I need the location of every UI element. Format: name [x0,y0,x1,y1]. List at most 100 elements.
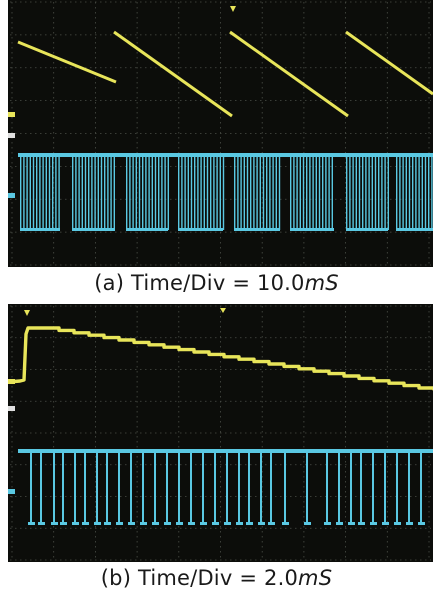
pwm-pulse [368,156,370,230]
pwm-pulse [181,156,183,230]
pwm-pulse-b [420,452,422,524]
pwm-pulse-b [350,452,352,524]
pwm-low-dash-b [72,522,79,525]
pwm-pulse-b [142,452,144,524]
pwm-pulse-b [178,452,180,524]
pwm-low-dash-b [336,522,343,525]
pwm-low-segment [234,228,280,231]
pwm-pulse [197,156,199,230]
pwm-pulse [29,156,31,230]
pwm-pulse [81,156,83,230]
pwm-pulse [378,156,380,230]
pwm-pulse-b [238,452,240,524]
pwm-pulse [32,156,35,230]
pwm-pulse [36,156,38,230]
pwm-low-dash-b [116,522,123,525]
pwm-pulse-b [106,452,108,524]
pwm-low-dash-b [246,522,253,525]
pwm-pulse-b [360,452,362,524]
pwm-pulse [110,156,112,230]
pwm-pulse [84,156,87,230]
pwm-pulse [408,156,411,230]
pwm-pulse [428,156,430,230]
pwm-pulse [200,156,202,230]
pwm-low-dash-b [358,522,365,525]
pwm-pulse-b [384,452,386,524]
pwm-pulse [203,156,205,230]
pwm-pulse [358,156,361,230]
pwm-pulse [178,156,180,230]
pwm-pulse [290,156,292,230]
pwm-pulse [184,156,186,230]
pwm-low-dash-b [268,522,275,525]
pwm-low-dash-b [51,522,58,525]
pwm-low-dash-b [324,522,331,525]
pwm-pulse [158,156,160,230]
pwm-low-dash-b [382,522,389,525]
pwm-pulse-b [53,452,55,524]
pwm-pulse [167,156,169,230]
pwm-low-dash-b [258,522,265,525]
pwm-pulse-b [338,452,340,524]
pwm-pulse-b [154,452,156,524]
pwm-pulse [194,156,196,230]
ch2-ground-marker [8,193,15,198]
pwm-low-dash-b [236,522,243,525]
pwm-pulse [48,156,51,230]
pwm-pulse [266,156,268,230]
pwm-pulse [164,156,166,230]
pwm-pulse [399,156,401,230]
pwm-low-dash-b [188,522,195,525]
caption-b: (b) Time/Div = 2.0mS [0,566,433,590]
ch1-ground-marker-b [8,406,15,411]
pwm-pulse [94,156,96,230]
pwm-pulse [78,156,80,230]
pwm-pulse [151,156,153,230]
pwm-pulse [97,156,99,230]
pwm-pulse [262,156,265,230]
pwm-low-segment [20,228,60,231]
pwm-low-dash-b [140,522,147,525]
trigger-marker-b [24,310,30,316]
pwm-pulse [161,156,163,230]
pwm-pulse-b [326,452,328,524]
pwm-low-dash-b [104,522,111,525]
pwm-pulse [259,156,261,230]
pwm-pulse [365,156,367,230]
pwm-pulse [371,156,373,230]
pwm-pulse [269,156,271,230]
pwm-low-dash-b [224,522,231,525]
pwm-pulse [72,156,74,230]
pwm-pulse [424,156,427,230]
pwm-pulse-b [408,452,410,524]
pwm-pulse [418,156,420,230]
pwm-pulse-b [166,452,168,524]
pwm-pulse-b [130,452,132,524]
pwm-pulse-b [248,452,250,524]
pwm-low-dash-b [282,522,289,525]
pwm-pulse [362,156,364,230]
pwm-pulse [234,156,236,230]
pwm-pulse-b [270,452,272,524]
pwm-pulse [331,156,333,230]
oscilloscope-screen-a [8,0,433,267]
pwm-pulse [402,156,404,230]
pwm-pulse [237,156,239,230]
pwm-pulse [91,156,93,230]
pwm-pulse-b [396,452,398,524]
pwm-low-dash-b [212,522,219,525]
trigger-marker-a [230,6,236,12]
pwm-high-rail-b [18,449,433,453]
ch1-level-marker [8,112,15,117]
pwm-low-dash-b [152,522,159,525]
pwm-low-dash-b [82,522,89,525]
pwm-pulse [412,156,414,230]
pwm-pulse-b [118,452,120,524]
pwm-pulse [190,156,193,230]
pwm-low-dash-b [128,522,135,525]
pwm-pulse-b [62,452,64,524]
pwm-pulse [250,156,252,230]
pwm-pulse [213,156,215,230]
pwm-pulse [318,156,321,230]
pwm-low-segment [72,228,115,231]
